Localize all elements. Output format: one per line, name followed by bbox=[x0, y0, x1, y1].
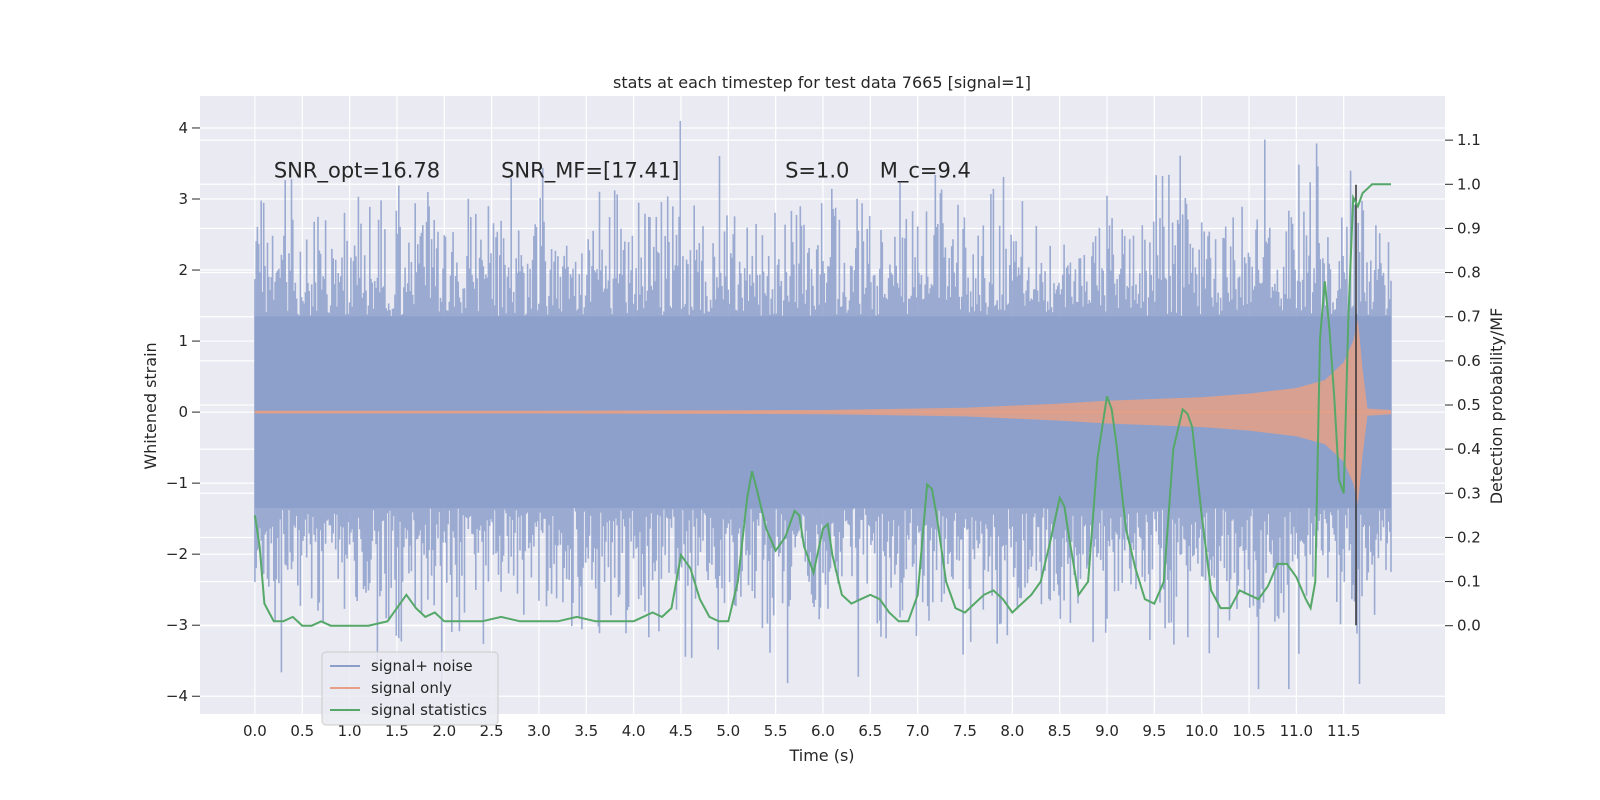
x-tick-label: 10.0 bbox=[1185, 722, 1218, 740]
x-tick-label: 7.5 bbox=[953, 722, 977, 740]
y-axis-ticks: −4 −3 −2 −1 0 1 2 3 4 bbox=[166, 119, 200, 705]
x-tick-label: 0.0 bbox=[243, 722, 267, 740]
x-tick-label: 3.5 bbox=[574, 722, 598, 740]
annotation-3: M_c=9.4 bbox=[880, 159, 971, 184]
x-tick-label: 11.5 bbox=[1327, 722, 1360, 740]
right-y-tick-label: 1.0 bbox=[1457, 175, 1481, 193]
x-axis-ticks: 0.0 0.5 1.0 1.5 2.0 2.5 3.0 3.5 4.0 4.5 5.0 5.5 6.0 6… bbox=[243, 722, 1360, 740]
x-tick-label: 8.5 bbox=[1048, 722, 1072, 740]
x-tick-label: 5.5 bbox=[764, 722, 788, 740]
x-tick-label: 10.5 bbox=[1232, 722, 1265, 740]
right-y-tick-label: 0.0 bbox=[1457, 617, 1481, 635]
x-tick-label: 1.0 bbox=[338, 722, 362, 740]
y-axis-label: Whitened strain bbox=[141, 342, 160, 469]
x-tick-label: 6.5 bbox=[858, 722, 882, 740]
y-tick-label: −1 bbox=[166, 474, 188, 492]
x-tick-label: 1.5 bbox=[385, 722, 409, 740]
right-y-tick-label: 0.9 bbox=[1457, 219, 1481, 237]
y-tick-label: 0 bbox=[178, 403, 188, 421]
right-y-tick-label: 0.1 bbox=[1457, 573, 1481, 591]
legend: signal+ noise signal only signal statist… bbox=[321, 651, 499, 726]
signal-statistics-series bbox=[253, 183, 1391, 627]
x-tick-label: 9.5 bbox=[1142, 722, 1166, 740]
x-axis-label: Time (s) bbox=[788, 746, 854, 765]
right-y-axis-label: Detection probability/MF bbox=[1487, 308, 1506, 505]
right-y-tick-label: 0.5 bbox=[1457, 396, 1481, 414]
right-y-tick-label: 1.1 bbox=[1457, 131, 1481, 149]
y-tick-label: 3 bbox=[178, 190, 188, 208]
y-tick-label: −4 bbox=[166, 687, 188, 705]
chart-title: stats at each timestep for test data 766… bbox=[613, 73, 1031, 92]
x-tick-label: 0.5 bbox=[290, 722, 314, 740]
y-tick-label: 2 bbox=[178, 261, 188, 279]
right-y-tick-label: 0.7 bbox=[1457, 308, 1481, 326]
right-y-tick-label: 0.2 bbox=[1457, 528, 1481, 546]
x-tick-label: 8.0 bbox=[1000, 722, 1024, 740]
x-tick-label: 3.0 bbox=[527, 722, 551, 740]
right-y-tick-label: 0.3 bbox=[1457, 484, 1481, 502]
right-y-tick-label: 0.8 bbox=[1457, 264, 1481, 282]
x-tick-label: 2.5 bbox=[480, 722, 504, 740]
right-y-tick-label: 0.6 bbox=[1457, 352, 1481, 370]
x-tick-label: 9.0 bbox=[1095, 722, 1119, 740]
y-tick-label: −2 bbox=[166, 545, 188, 563]
x-tick-label: 7.0 bbox=[906, 722, 930, 740]
x-tick-label: 5.0 bbox=[716, 722, 740, 740]
annotation-1: SNR_MF=[17.41] bbox=[501, 159, 679, 184]
annotation-2: S=1.0 bbox=[785, 159, 849, 183]
x-tick-label: 11.0 bbox=[1280, 722, 1313, 740]
signal-only-series bbox=[254, 319, 1392, 505]
x-tick-label: 4.5 bbox=[669, 722, 693, 740]
annotations: SNR_opt=16.78 SNR_MF=[17.41] S=1.0 M_c=9.4 bbox=[274, 159, 971, 184]
y-tick-label: 4 bbox=[178, 119, 188, 137]
legend-box bbox=[321, 651, 499, 726]
right-y-tick-label: 0.4 bbox=[1457, 440, 1481, 458]
y-tick-label: −3 bbox=[166, 616, 188, 634]
legend-label-stats: signal statistics bbox=[371, 701, 487, 719]
y-tick-label: 1 bbox=[178, 332, 188, 350]
x-tick-label: 6.0 bbox=[811, 722, 835, 740]
x-tick-label: 2.0 bbox=[432, 722, 456, 740]
x-tick-label: 4.0 bbox=[622, 722, 646, 740]
legend-label-noise: signal+ noise bbox=[371, 657, 473, 675]
right-y-axis-ticks: 0.0 0.1 0.2 0.3 0.4 0.5 0.6 0.7 0.8 0.9 1.0 1.1 bbox=[1445, 131, 1481, 635]
legend-label-signal: signal only bbox=[371, 679, 452, 697]
annotation-0: SNR_opt=16.78 bbox=[274, 159, 440, 184]
